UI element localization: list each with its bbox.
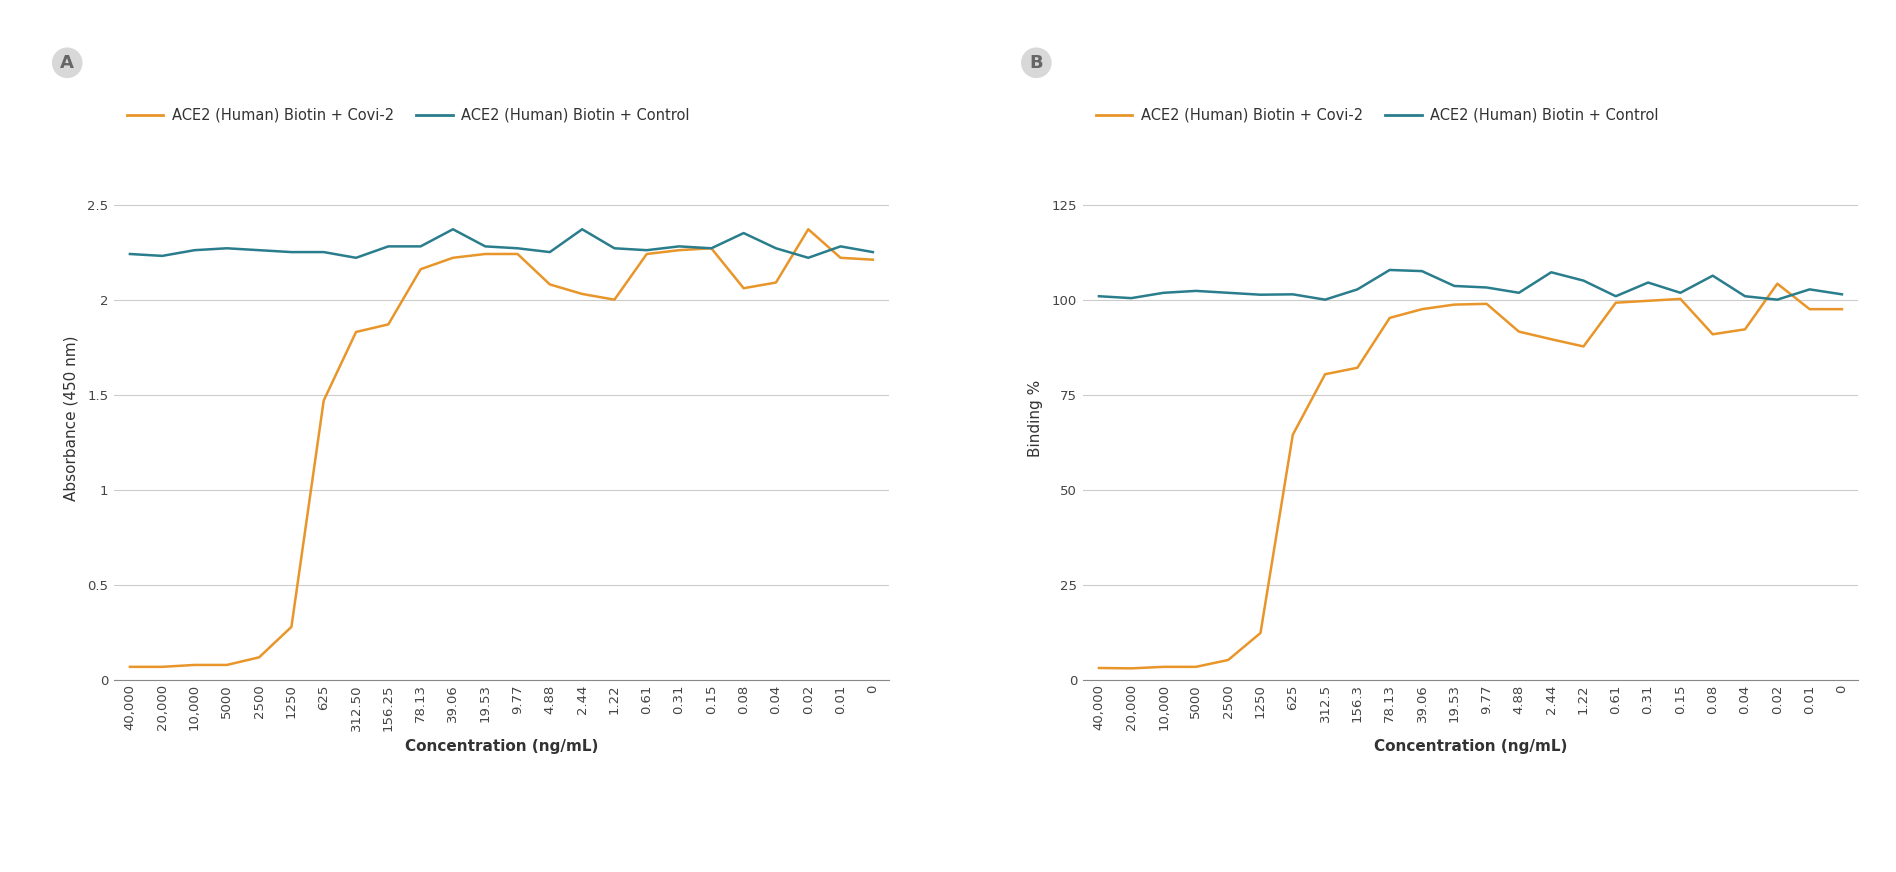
Text: B: B xyxy=(1030,54,1043,72)
Y-axis label: Absorbance (450 nm): Absorbance (450 nm) xyxy=(64,336,80,501)
Text: A: A xyxy=(61,54,74,72)
Legend: ACE2 (Human) Biotin + Covi-2, ACE2 (Human) Biotin + Control: ACE2 (Human) Biotin + Covi-2, ACE2 (Huma… xyxy=(1090,102,1665,129)
Y-axis label: Binding %: Binding % xyxy=(1028,380,1043,457)
X-axis label: Concentration (ng/mL): Concentration (ng/mL) xyxy=(404,739,597,754)
Legend: ACE2 (Human) Biotin + Covi-2, ACE2 (Human) Biotin + Control: ACE2 (Human) Biotin + Covi-2, ACE2 (Huma… xyxy=(121,102,696,129)
X-axis label: Concentration (ng/mL): Concentration (ng/mL) xyxy=(1375,739,1568,753)
